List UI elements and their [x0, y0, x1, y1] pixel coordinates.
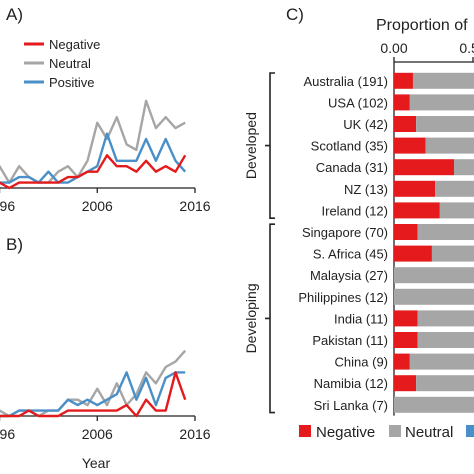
panel-b-x-tick-label: 1996: [0, 426, 15, 442]
bar-negative: [394, 332, 418, 348]
bar-negative: [394, 116, 417, 132]
category-label: Pakistan (11): [312, 333, 388, 348]
category-label: Canada (31): [316, 160, 388, 175]
bar-neutral: [425, 137, 474, 154]
bar-negative: [394, 72, 413, 89]
bar-neutral: [431, 245, 474, 262]
bar-neutral: [454, 159, 474, 176]
panel-a: A) 1996 2006 2016 Negative Neutral Positiv…: [0, 5, 211, 214]
panel-c-label: C): [286, 5, 304, 24]
bar-negative: [394, 137, 426, 154]
bar-neutral: [394, 288, 474, 305]
category-label: Ireland (12): [322, 203, 388, 218]
panel-b-series-negative: [0, 371, 187, 418]
bar-negative: [394, 245, 432, 262]
panel-c-category-labels: Australia (191) USA (102) UK (42) Scotland …: [298, 74, 388, 413]
category-label: China (9): [335, 355, 388, 370]
category-label: USA (102): [328, 95, 388, 110]
group-label: Developed: [243, 112, 259, 179]
panel-a-lines: [0, 99, 187, 190]
legend-c-negative-swatch: [299, 425, 311, 437]
bar-neutral: [416, 375, 474, 392]
panel-a-series-neutral: [0, 99, 186, 184]
bar-negative: [394, 375, 417, 392]
panel-c-x-tick-label: 0.50: [459, 40, 474, 56]
panel-a-x-tick-label: 1996: [0, 198, 15, 214]
panel-a-legend: Negative Neutral Positive: [24, 37, 100, 90]
panel-b-axes: 1996 2006 2016: [0, 415, 211, 442]
panel-b-label: B): [6, 235, 23, 254]
category-label: India (11): [334, 311, 388, 326]
category-label: Australia (191): [303, 74, 388, 89]
panel-b-xlabel: Year: [82, 455, 111, 471]
legend-c-positive-swatch: [466, 425, 474, 437]
category-label: Scotland (35): [311, 139, 388, 154]
bar-neutral: [417, 310, 474, 327]
bar-neutral: [435, 180, 474, 197]
panel-a-x-tick-label: 2006: [82, 198, 113, 214]
bar-negative: [394, 94, 410, 111]
panel-b-x-tick-label: 2006: [82, 426, 113, 442]
bar-negative: [394, 180, 436, 197]
category-label: Singapore (70): [302, 225, 388, 240]
bar-negative: [394, 159, 455, 176]
group-bracket: [265, 223, 275, 414]
legend-neutral-label: Neutral: [49, 56, 91, 71]
group-bracket: [265, 72, 275, 219]
panel-c: C) Proportion of 0.00 0.50 Australia (191…: [243, 5, 474, 441]
panel-a-axes: 1996 2006 2016: [0, 187, 211, 214]
bar-neutral: [412, 72, 474, 89]
bar-neutral: [439, 202, 474, 219]
panel-a-label: A): [6, 5, 23, 24]
panel-b-series-neutral: [0, 349, 187, 418]
panel-c-x-tick-label: 0.00: [380, 40, 407, 56]
legend-c-neutral-swatch: [389, 425, 401, 437]
panel-c-legend: Negative Neutral: [299, 424, 474, 441]
category-label: UK (42): [343, 117, 388, 132]
bar-negative: [394, 310, 418, 327]
category-label: Philippines (12): [298, 290, 388, 305]
category-label: Sri Lanka (7): [314, 398, 388, 413]
bar-neutral: [394, 396, 474, 413]
panel-c-title: Proportion of: [376, 17, 468, 34]
panel-c-group-brackets: Developed Developing: [243, 72, 275, 414]
panel-a-series-negative: [0, 154, 187, 190]
panel-b: B) 1996 2006 2016 Year: [0, 235, 211, 471]
bar-neutral: [394, 267, 474, 284]
category-label: Malaysia (27): [310, 268, 388, 283]
category-label: Namibia (12): [314, 376, 388, 391]
bar-neutral: [417, 332, 474, 348]
panel-b-series-positive: [0, 371, 186, 418]
panel-b-lines: [0, 349, 187, 418]
panel-b-x-tick-label: 2016: [179, 426, 210, 442]
panel-a-x-tick-label: 2016: [179, 198, 210, 214]
bar-negative: [394, 353, 410, 370]
bar-neutral: [409, 94, 474, 111]
bar-neutral: [409, 353, 474, 370]
group-label: Developing: [243, 283, 259, 353]
legend-negative-label: Negative: [49, 37, 100, 52]
legend-positive-label: Positive: [49, 75, 95, 90]
panel-c-bars: [394, 72, 474, 413]
bar-neutral: [416, 116, 474, 132]
legend-c-neutral-label: Neutral: [405, 424, 453, 441]
category-label: S. Africa (45): [313, 247, 388, 262]
bar-neutral: [417, 224, 474, 240]
category-label: NZ (13): [344, 182, 388, 197]
bar-negative: [394, 202, 440, 219]
legend-c-negative-label: Negative: [316, 424, 375, 441]
bar-negative: [394, 224, 418, 240]
